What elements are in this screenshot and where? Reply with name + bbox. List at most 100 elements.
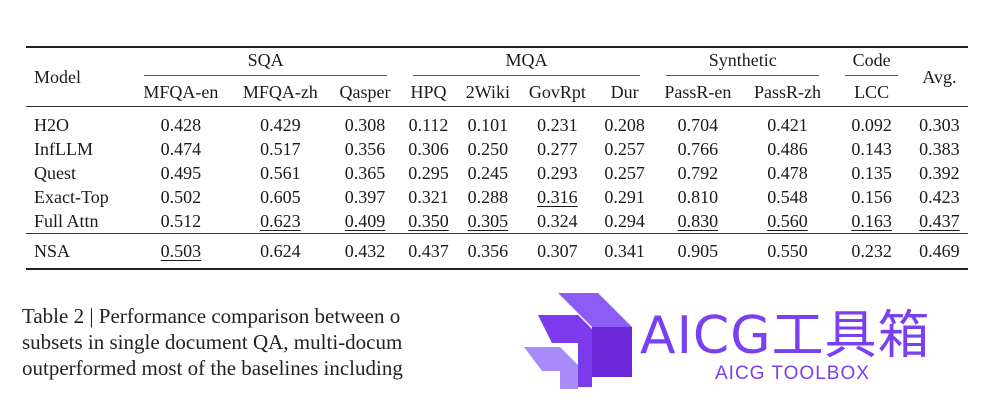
score-cell: 0.502 — [160, 186, 202, 207]
score-cell: 0.112 — [408, 114, 449, 135]
score-cell: 0.517 — [260, 138, 301, 159]
score-cell: 0.288 — [467, 186, 509, 207]
group-sqa: SQA — [131, 47, 400, 78]
score-cell: 0.092 — [851, 114, 892, 135]
table-row: H2O 0.428 0.429 0.308 0.112 0.101 0.231 0.208 0.… — [26, 107, 968, 138]
score-cell: 0.257 — [604, 162, 645, 183]
performance-table: Model SQA MQA Synthetic Code Avg. MFQA-e… — [26, 46, 968, 270]
score-cell: 0.548 — [767, 186, 808, 207]
score-cell: 0.392 — [919, 162, 960, 183]
caption-line: Table 2 | Performance comparison between… — [22, 304, 401, 328]
score-cell: 0.810 — [677, 186, 719, 207]
group-mqa: MQA — [400, 47, 653, 78]
cube-logo-icon — [524, 293, 632, 389]
col-header: PassR-en — [664, 81, 732, 102]
score-cell: 0.293 — [537, 162, 578, 183]
header-group-row: Model SQA MQA Synthetic Code Avg. — [26, 47, 968, 87]
header-sub-row: MFQA-en MFQA-zh Qasper HPQ 2Wiki GovRpt … — [26, 78, 968, 107]
col-header: Qasper — [339, 81, 391, 102]
caption-line: subsets in single document QA, multi-doc… — [22, 330, 403, 354]
score-cell: 0.605 — [260, 186, 301, 207]
model-name-cell: H2O — [34, 114, 69, 135]
watermark-subtitle: AICG TOOLBOX — [715, 363, 870, 384]
score-cell: 0.478 — [767, 162, 808, 183]
score-cell: 0.624 — [230, 233, 331, 270]
model-name-cell: Exact-Top — [34, 186, 109, 207]
model-name-cell: NSA — [26, 233, 132, 270]
score-cell: 0.303 — [919, 114, 960, 135]
score-cell: 0.365 — [344, 162, 386, 183]
score-cell: 0.245 — [467, 162, 509, 183]
score-cell: 0.495 — [160, 162, 202, 183]
score-cell: 0.232 — [832, 233, 911, 270]
model-name-cell: Quest — [34, 162, 76, 183]
score-cell: 0.486 — [767, 138, 808, 159]
score-cell: 0.135 — [851, 162, 892, 183]
score-cell: 0.143 — [851, 138, 892, 159]
score-cell: 0.409 — [344, 210, 386, 231]
score-cell: 0.512 — [160, 210, 202, 231]
score-cell: 0.792 — [677, 162, 719, 183]
group-synthetic: Synthetic — [653, 47, 832, 78]
score-cell: 0.623 — [260, 210, 301, 231]
score-cell: 0.291 — [604, 186, 645, 207]
score-cell: 0.321 — [408, 186, 449, 207]
score-cell: 0.341 — [596, 233, 654, 270]
score-cell: 0.423 — [919, 186, 960, 207]
score-cell: 0.356 — [457, 233, 519, 270]
score-cell: 0.307 — [518, 233, 597, 270]
col-header: 2Wiki — [465, 81, 510, 102]
score-cell: 0.316 — [537, 186, 578, 207]
score-cell: 0.561 — [260, 162, 301, 183]
table-row: Full Attn 0.512 0.623 0.409 0.350 0.305 0.324 0… — [26, 209, 968, 234]
score-cell: 0.208 — [604, 114, 645, 135]
col-header: MFQA-zh — [242, 81, 318, 102]
score-cell: 0.156 — [851, 186, 892, 207]
score-cell: 0.905 — [653, 233, 743, 270]
score-cell: 0.306 — [408, 138, 449, 159]
score-cell: 0.356 — [344, 138, 386, 159]
score-cell: 0.437 — [919, 210, 960, 231]
score-cell: 0.421 — [767, 114, 808, 135]
aicg-watermark: AICG工具箱 AICG TOOLBOX — [505, 285, 985, 400]
col-header: Dur — [610, 81, 639, 102]
score-cell: 0.250 — [467, 138, 509, 159]
score-cell: 0.101 — [467, 114, 509, 135]
table-caption: Table 2 | Performance comparison between… — [22, 303, 492, 381]
score-cell: 0.277 — [537, 138, 578, 159]
score-cell: 0.163 — [851, 210, 892, 231]
score-cell: 0.704 — [677, 114, 719, 135]
col-header: MFQA-en — [143, 81, 219, 102]
group-code: Code — [832, 47, 911, 78]
table-row: InfLLM 0.474 0.517 0.356 0.306 0.250 0.277 0.25… — [26, 137, 968, 161]
score-cell: 0.295 — [408, 162, 449, 183]
avg-header: Avg. — [922, 66, 957, 87]
col-header: GovRpt — [528, 81, 586, 102]
score-cell: 0.257 — [604, 138, 645, 159]
score-cell: 0.383 — [919, 138, 960, 159]
watermark-title: AICG工具箱 — [640, 306, 931, 366]
score-cell: 0.830 — [677, 210, 719, 231]
model-name-cell: Full Attn — [34, 210, 99, 231]
col-header: PassR-zh — [754, 81, 821, 102]
score-cell: 0.469 — [910, 233, 968, 270]
model-name-cell: InfLLM — [34, 138, 93, 159]
table-row: Quest 0.495 0.561 0.365 0.295 0.245 0.293 0.257… — [26, 161, 968, 185]
caption-line: outperformed most of the baselines inclu… — [22, 356, 403, 380]
score-cell: 0.429 — [260, 114, 301, 135]
score-cell: 0.428 — [160, 114, 202, 135]
score-cell: 0.766 — [677, 138, 719, 159]
score-cell: 0.437 — [399, 233, 458, 270]
score-cell: 0.294 — [604, 210, 645, 231]
score-cell: 0.308 — [344, 114, 386, 135]
table-row: NSA 0.503 0.624 0.432 0.437 0.356 0.307 0.341 0.… — [26, 233, 968, 270]
score-cell: 0.503 — [131, 233, 231, 270]
score-cell: 0.550 — [742, 233, 833, 270]
score-cell: 0.474 — [160, 138, 202, 159]
col-header: LCC — [854, 81, 890, 102]
score-cell: 0.397 — [344, 186, 386, 207]
col-header: HPQ — [410, 81, 447, 102]
score-cell: 0.350 — [408, 210, 449, 231]
score-cell: 0.432 — [330, 233, 400, 270]
model-header: Model — [34, 66, 81, 87]
